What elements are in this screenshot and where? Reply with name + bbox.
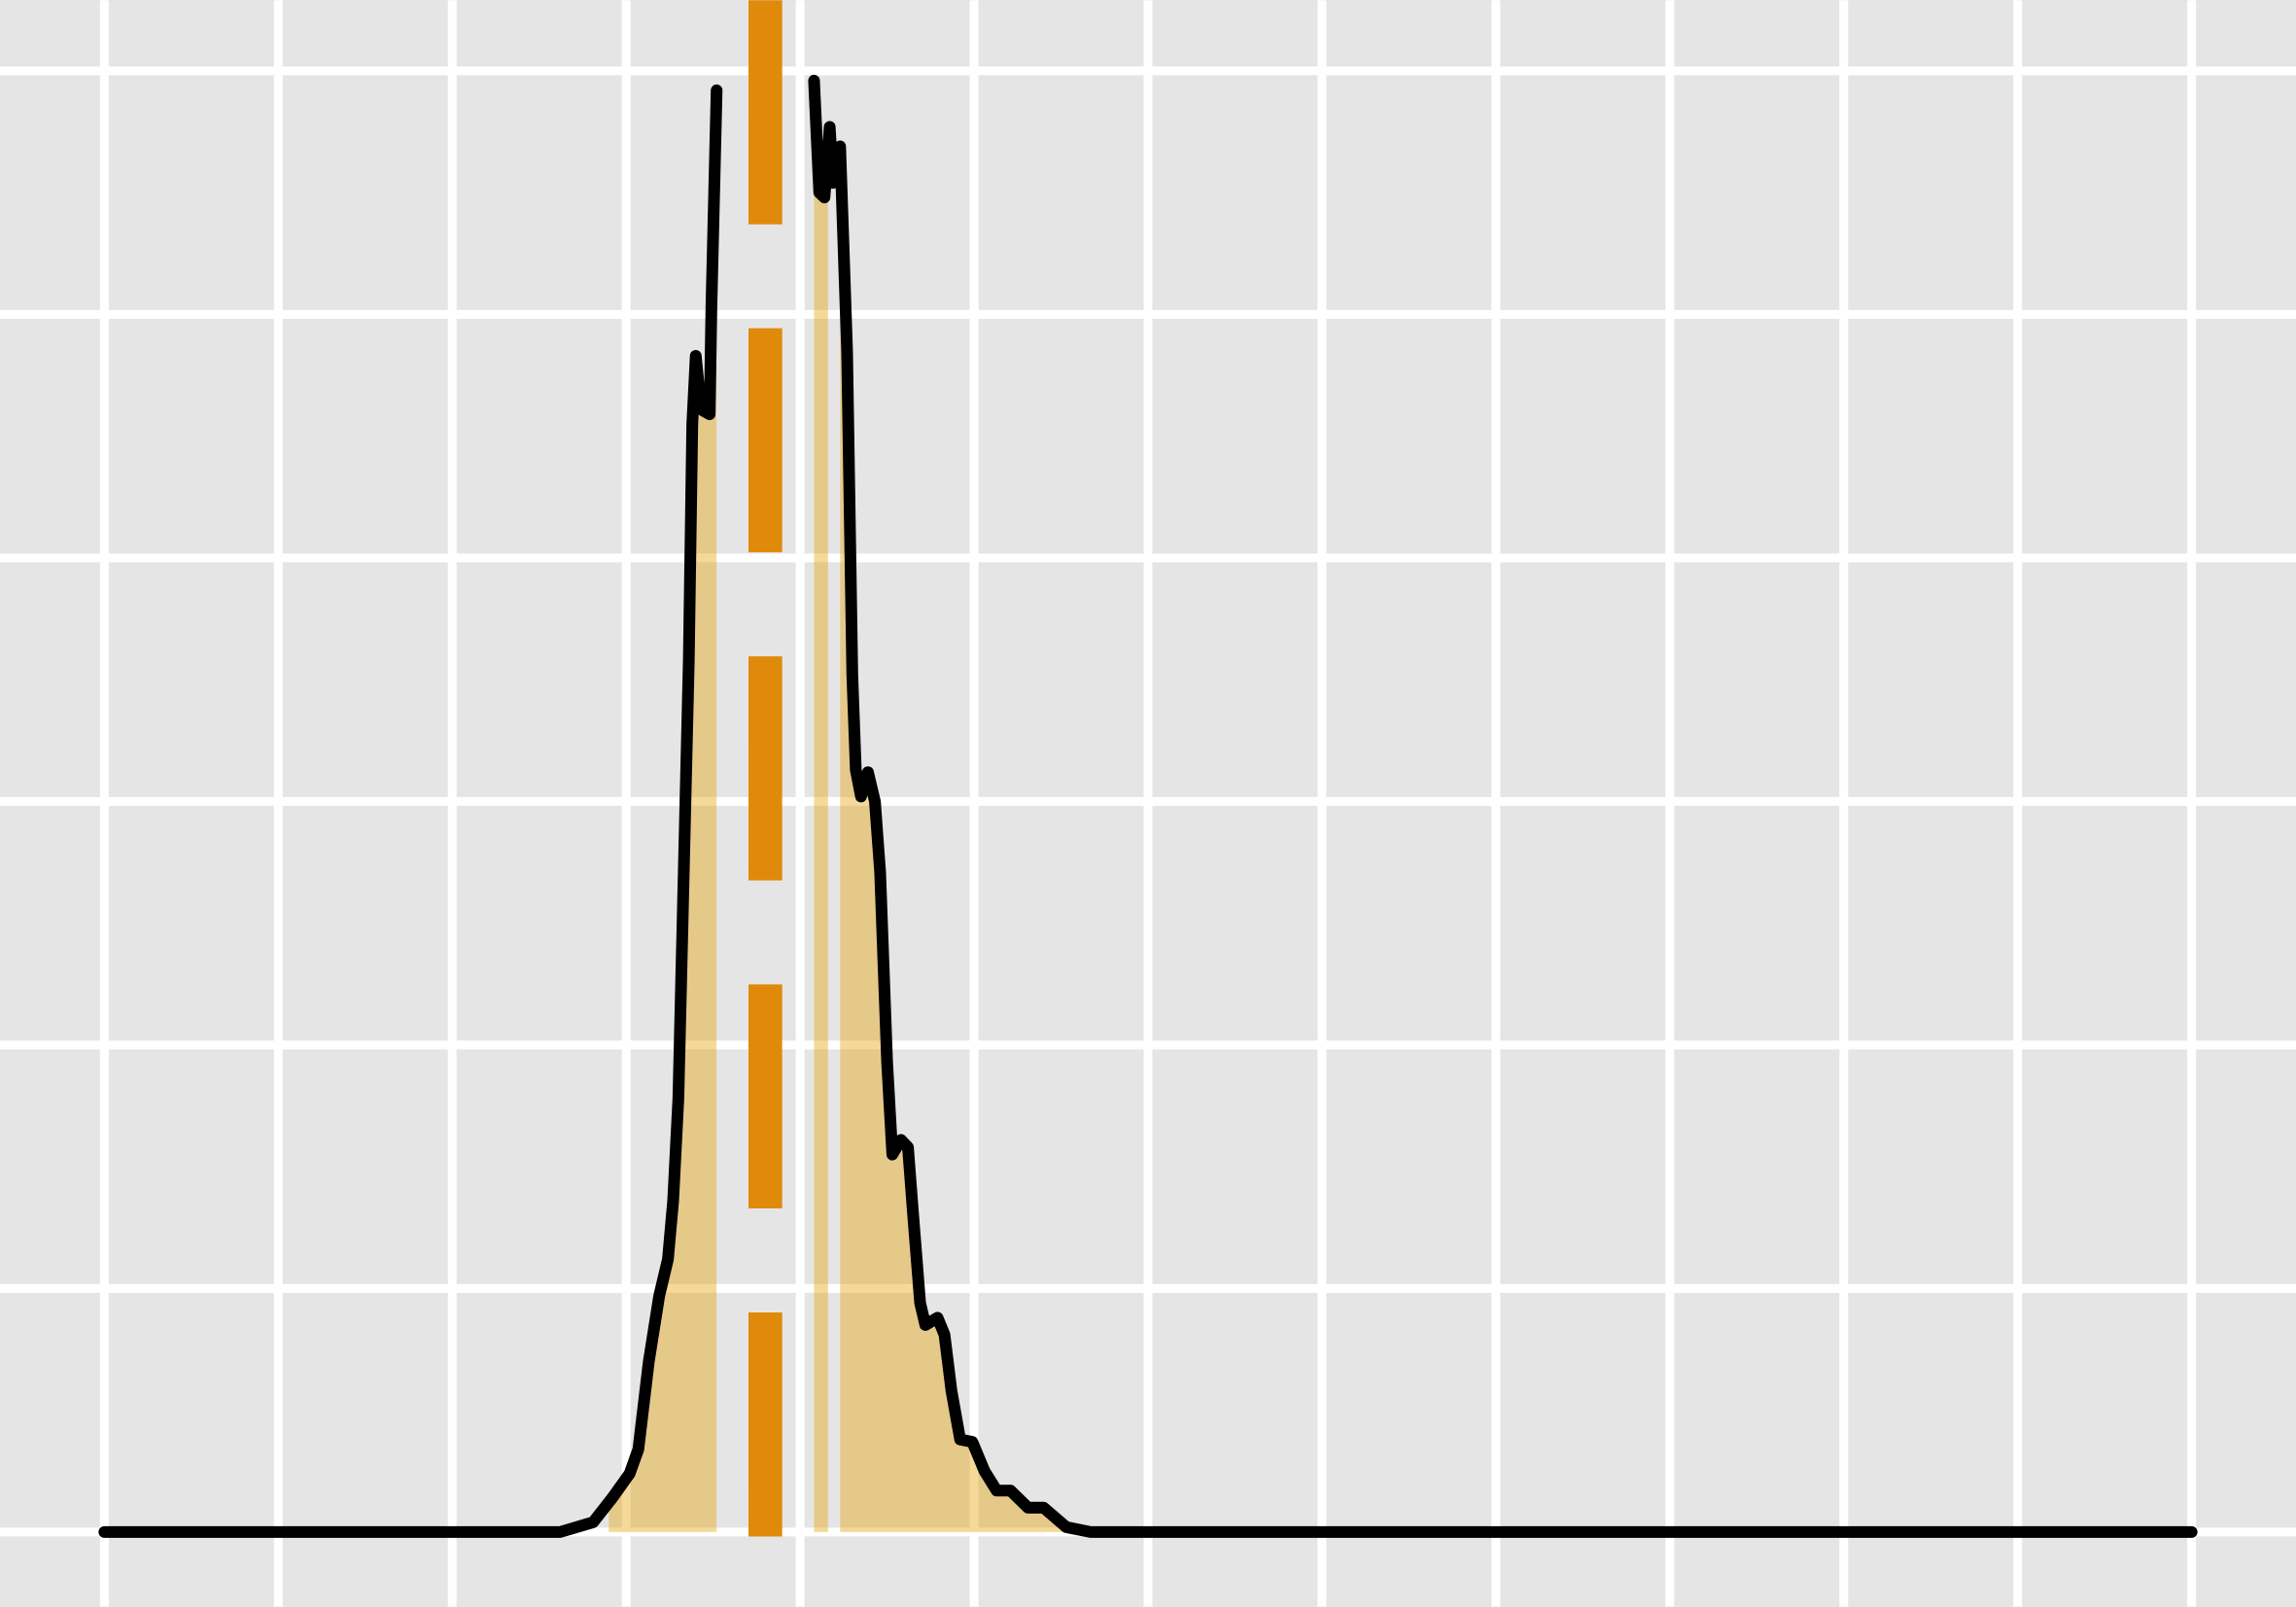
density-line — [98, 84, 723, 1538]
shaded-area — [814, 80, 828, 1532]
shaded-area — [609, 89, 717, 1532]
shaded-area — [840, 146, 1084, 1532]
density-line — [808, 74, 2198, 1538]
